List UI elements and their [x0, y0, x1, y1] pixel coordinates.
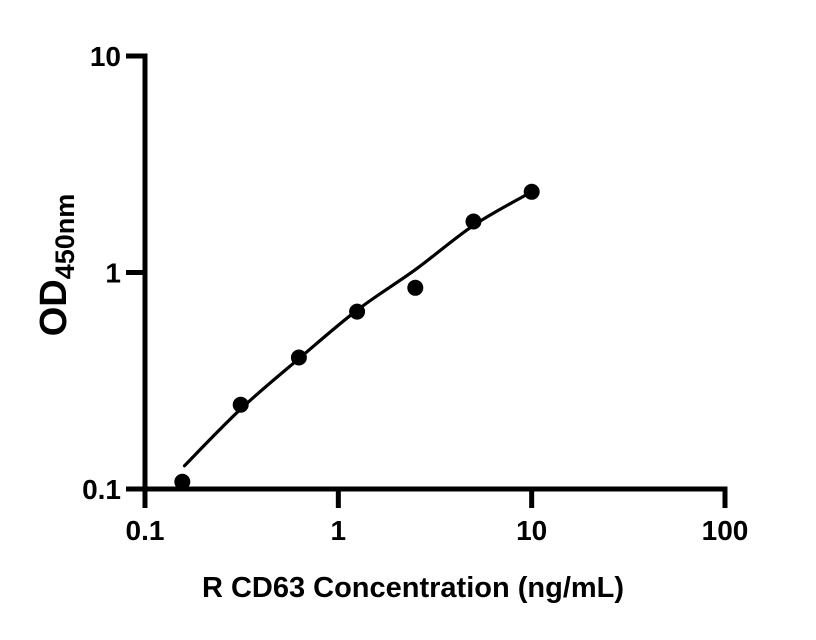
x-tick-label: 1 [331, 515, 347, 546]
y-tick-label: 0.1 [82, 474, 121, 505]
y-axis-title-main: OD [33, 279, 75, 336]
data-point [523, 183, 540, 200]
fit-curve [182, 190, 534, 468]
y-tick-label: 1 [105, 258, 121, 289]
axes [142, 53, 728, 492]
y-axis-title-subscript: 450nm [50, 194, 80, 280]
x-axis-ticks: 0.1 1 10 100 [126, 489, 749, 546]
data-point [465, 213, 482, 230]
x-tick-label: 10 [516, 515, 547, 546]
y-axis-ticks: 0.1 1 10 [82, 41, 145, 505]
y-axis-title: OD450nm [33, 194, 80, 337]
y-tick-label: 10 [90, 41, 121, 72]
x-axis-title: R CD63 Concentration (ng/mL) [202, 572, 624, 604]
data-point [174, 473, 191, 490]
x-tick-label: 100 [702, 515, 749, 546]
x-tick-label: 0.1 [126, 515, 165, 546]
data-point [407, 279, 424, 296]
data-point [232, 396, 249, 413]
data-point [349, 303, 366, 320]
data-points [174, 183, 540, 490]
data-point [290, 349, 307, 366]
